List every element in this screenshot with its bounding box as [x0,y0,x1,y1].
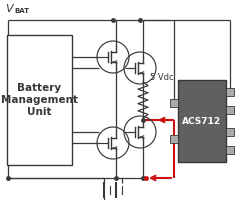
Bar [226,146,234,154]
Text: 5 Vdc: 5 Vdc [150,73,174,82]
Bar [7,35,72,165]
Text: Battery: Battery [17,83,61,93]
Text: Management: Management [0,95,78,105]
Text: BAT: BAT [14,8,29,14]
Bar [226,128,234,136]
Text: Unit: Unit [27,107,51,117]
Bar [178,80,226,162]
Bar [226,106,234,114]
Bar [170,99,178,107]
Bar [226,88,234,96]
Text: $V$: $V$ [5,2,15,14]
Bar [170,135,178,143]
Text: ACS712: ACS712 [183,116,222,126]
